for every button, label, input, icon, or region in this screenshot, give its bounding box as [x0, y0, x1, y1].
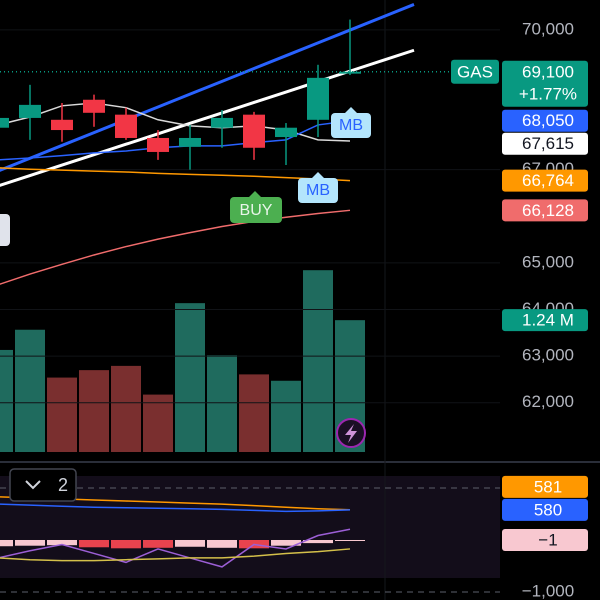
candle-body — [275, 127, 297, 138]
candle-body — [339, 71, 361, 74]
mb-label: MB — [306, 182, 330, 199]
cut-marker — [0, 214, 10, 246]
volume-bar — [111, 365, 141, 452]
price-tag-label: 68,050 — [522, 111, 574, 130]
mb-marker[interactable] — [298, 178, 338, 203]
histogram-bar — [79, 539, 109, 548]
price-tag — [502, 169, 588, 192]
y-tick-label: 65,000 — [522, 252, 574, 271]
histogram-bar — [335, 539, 365, 541]
volume-bar — [0, 349, 13, 452]
indicator-line — [0, 548, 351, 562]
candle-body — [179, 137, 201, 147]
overlay-line — [0, 167, 351, 182]
overlay-line — [0, 3, 415, 172]
volume-bar — [79, 370, 109, 452]
volume-bar — [207, 355, 237, 452]
mb-pointer — [344, 107, 358, 114]
annotations: BUY MB MB — [0, 107, 371, 448]
overlay-line — [0, 209, 351, 285]
y-tick-label: −1,000 — [522, 581, 574, 600]
price-tag-label: −1 — [538, 531, 557, 550]
price-tag-label: 69,100 — [522, 62, 574, 81]
price-tag-label: 66,764 — [522, 171, 574, 190]
price-tag — [502, 309, 588, 332]
candle-body — [147, 137, 169, 152]
y-tick-label: 70,000 — [522, 19, 574, 38]
price-tag-label: 1.24 M — [522, 311, 574, 330]
buy-label: BUY — [240, 202, 273, 219]
price-tag-label: 66,128 — [522, 201, 574, 220]
volume-bar — [175, 303, 205, 452]
indicator-line — [0, 528, 351, 568]
chevron — [25, 480, 41, 490]
candle-body — [243, 114, 265, 148]
volume-layer — [0, 270, 365, 452]
price-tag-label: 580 — [534, 500, 562, 519]
price-tag — [502, 60, 588, 107]
price-tag — [502, 199, 588, 222]
price-tag — [502, 498, 588, 521]
price-tag — [502, 109, 588, 132]
symbol-tag — [451, 59, 499, 84]
histogram-bar — [47, 539, 77, 546]
price-tag-label: 67,615 — [522, 134, 574, 153]
buy-pointer — [248, 191, 262, 198]
button-count: 2 — [58, 475, 68, 495]
overlay-line — [0, 119, 351, 161]
mb-label: MB — [339, 117, 363, 134]
volume-bar — [143, 394, 173, 452]
histogram-bar — [15, 539, 45, 546]
candle-body — [51, 119, 73, 131]
volume-bar — [239, 374, 269, 452]
histogram-bar — [0, 539, 13, 547]
price-change: +1.77% — [519, 84, 577, 103]
price-tag — [502, 529, 588, 552]
mb-pointer — [311, 172, 325, 179]
histogram-bar — [303, 539, 333, 544]
y-tick-label: 62,000 — [522, 392, 574, 411]
price-tag — [502, 475, 588, 498]
button-frame[interactable] — [9, 468, 77, 502]
indicator-line — [0, 503, 351, 513]
volume-bar — [15, 329, 45, 452]
volume-bar — [271, 380, 301, 452]
price-tag-label: 581 — [534, 477, 562, 496]
histogram-bar — [271, 539, 301, 546]
candle-body — [307, 77, 329, 120]
candle-body — [211, 117, 233, 128]
buy-marker[interactable] — [230, 197, 282, 223]
grid-layer — [0, 29, 500, 404]
candle-body — [19, 104, 41, 118]
collapse-button[interactable]: 2 — [9, 468, 77, 502]
volume-bar — [303, 270, 333, 452]
histogram-bar — [207, 539, 237, 548]
histogram-bar — [111, 539, 141, 549]
histogram-bar — [175, 539, 205, 547]
price-tag — [502, 132, 588, 155]
candle-body — [0, 117, 9, 128]
candle-body — [115, 114, 137, 138]
candle-body — [83, 99, 105, 113]
histogram-bar — [143, 539, 173, 548]
volume-bar — [47, 377, 77, 452]
y-tick-label: 63,000 — [522, 346, 574, 365]
lightning-glyph — [345, 424, 357, 443]
price-layer — [0, 3, 500, 285]
symbol-label: GAS — [457, 62, 493, 81]
mb-marker[interactable] — [331, 113, 371, 138]
